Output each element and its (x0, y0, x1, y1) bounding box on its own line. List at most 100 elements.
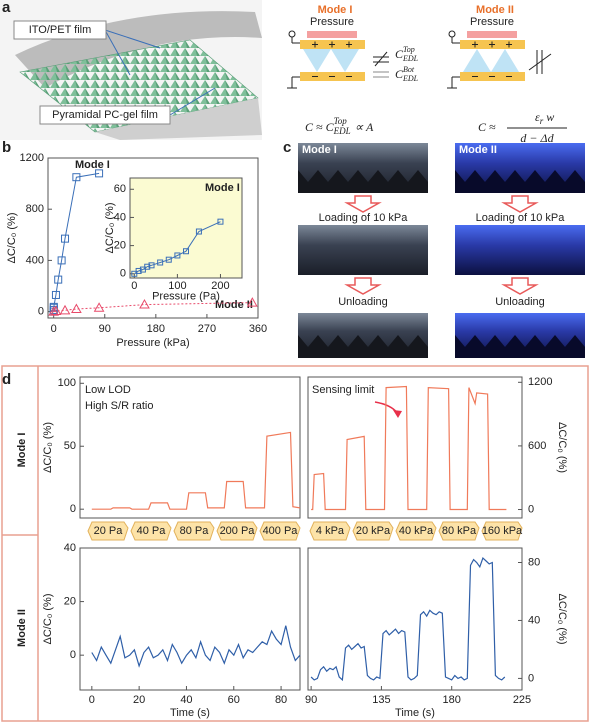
bottom-film (95, 98, 262, 140)
data-point (51, 290, 60, 299)
y-tick-label: 1200 (528, 376, 552, 388)
mode-title: Mode II (476, 4, 514, 16)
pressure-tag-label: 40 kPa (399, 525, 434, 537)
subscript: r (540, 116, 544, 126)
panel-label: a (2, 0, 11, 16)
film-label: ITO/PET film (29, 24, 92, 36)
y-axis-label: ΔC/C₀ (%) (556, 593, 568, 644)
data-point (157, 259, 164, 266)
mode-title: Mode I (318, 4, 353, 16)
down-arrow (344, 277, 382, 295)
data-point (71, 303, 82, 314)
x-tick-label: 0 (51, 323, 57, 335)
data-point (59, 304, 71, 315)
micrograph (298, 225, 428, 275)
x-tick-label: 180 (443, 694, 461, 706)
x-tick-label: 90 (99, 323, 111, 335)
equation: C ≈ CTop EDL ∝ A (305, 116, 374, 136)
equation-part: C ≈ (478, 120, 496, 134)
y-tick-label: 60 (114, 183, 126, 195)
pressure-tag-label: 20 kPa (356, 525, 391, 537)
sawtooth (455, 170, 585, 193)
data-point (183, 248, 189, 255)
pressure-arrow (307, 31, 357, 38)
x-tick-label: 0 (89, 694, 95, 706)
data-point (72, 173, 81, 182)
annotation: Mode I (75, 159, 110, 171)
data-point (61, 234, 70, 243)
equation-denominator: d − Δd (520, 131, 554, 145)
pointer (104, 29, 161, 49)
y-tick-label: 20 (64, 595, 76, 607)
y-tick-label: 800 (26, 203, 44, 215)
data-point (95, 169, 104, 178)
pressure-tag-label: 400 Pa (263, 525, 299, 537)
x-tick-label: 60 (228, 694, 240, 706)
superscript: Top (403, 45, 415, 54)
y-tick-label: 600 (528, 440, 546, 452)
down-arrow (344, 195, 382, 213)
gel-pyramids (463, 49, 519, 72)
pressure-tag (352, 521, 394, 541)
panel-d-frame (1, 365, 589, 722)
symbol: C (395, 67, 404, 81)
y-axis-label: ΔC/C₀ (%) (104, 202, 116, 253)
y-tick-label: 50 (64, 440, 76, 452)
down-arrow (501, 195, 539, 213)
state-label: Loading of 10 kPa (319, 212, 409, 224)
mode-schematics (287, 30, 567, 129)
data-point (50, 305, 62, 315)
data-point (174, 252, 181, 259)
data-point (54, 275, 63, 284)
data-point (48, 306, 60, 316)
y-tick-label: 1200 (20, 152, 44, 164)
pressure-tag (481, 521, 523, 541)
data-point (165, 256, 172, 263)
equation-part: C ≈ C (305, 120, 335, 134)
symbol: w (546, 110, 554, 124)
y-tick-label: 0 (70, 503, 76, 515)
y-tick-label: 40 (114, 211, 126, 223)
capacitor-arrow (374, 51, 388, 67)
pressure-tag (130, 521, 172, 541)
sawtooth (298, 335, 428, 358)
capacitance-label: CBot EDL (395, 65, 419, 83)
x-tick-label: 360 (249, 323, 267, 335)
pressure-tag (259, 521, 301, 541)
superscript: Bot (403, 65, 415, 74)
symbol: C (395, 47, 404, 61)
superscript: Top (334, 116, 348, 126)
plot-frame (79, 547, 301, 691)
plot-frame (79, 376, 301, 519)
pressure-label: Pressure (310, 16, 354, 28)
x-tick-label: 200 (211, 280, 229, 292)
equation-part: ∝ A (355, 120, 374, 134)
x-tick-label: 180 (147, 323, 165, 335)
terminal (288, 30, 296, 38)
state-label: Unloading (338, 296, 388, 308)
x-tick-label: 270 (198, 323, 216, 335)
data-point (217, 218, 224, 225)
y-axis-label: ΔC/C₀ (%) (556, 422, 568, 473)
y-tick-label: 100 (58, 377, 76, 389)
annotation: High S/R ratio (85, 400, 153, 412)
data-point (144, 263, 151, 270)
state-label: Loading of 10 kPa (476, 212, 566, 224)
pressure-tag (216, 521, 258, 541)
x-tick-label: 90 (305, 694, 317, 706)
pressure-tag-label: 80 kPa (442, 525, 477, 537)
pressure-tag (173, 521, 215, 541)
row-label: Mode II (16, 609, 28, 647)
data-point (139, 299, 150, 309)
pressure-tag (87, 521, 129, 541)
annotation: Sensing limit (312, 384, 374, 396)
data-line (310, 557, 506, 682)
annotation: Low LOD (85, 384, 131, 396)
y-tick-label: 0 (528, 503, 534, 515)
y-tick-label: 80 (528, 556, 540, 568)
pressure-tag-label: 80 Pa (180, 525, 210, 537)
pointer (104, 29, 131, 76)
data-point (246, 297, 258, 307)
x-tick-label: 40 (180, 694, 192, 706)
